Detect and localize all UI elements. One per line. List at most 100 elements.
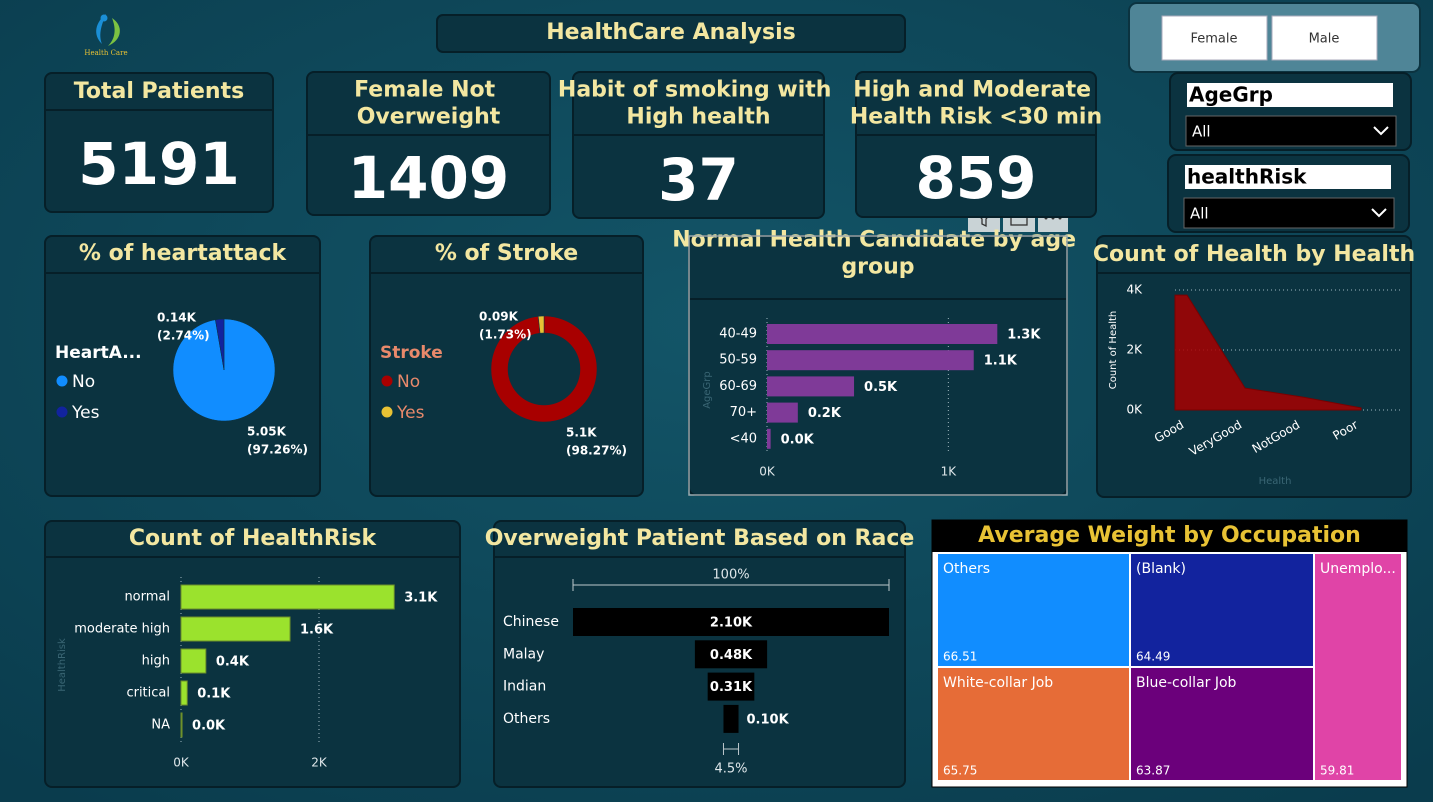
- bar: [767, 428, 771, 449]
- treemap-tile: [938, 668, 1129, 780]
- slicer-dropdown[interactable]: [1183, 197, 1395, 229]
- legend-label: No: [72, 372, 95, 392]
- bar: [180, 712, 183, 738]
- legend-label: Yes: [396, 403, 425, 423]
- treemap-tile: [1131, 554, 1313, 666]
- y-tick-label: critical: [126, 686, 170, 701]
- legend-title: HeartA...: [55, 343, 142, 363]
- slicer-title-box: [1185, 165, 1391, 189]
- card-title: High and Moderate Health Risk <30 min: [850, 78, 1102, 130]
- percent-label: (97.26%): [247, 443, 308, 457]
- dashboard-title: HealthCare Analysis: [546, 20, 795, 45]
- card-title: Normal Health Candidate by age group: [672, 228, 1083, 280]
- bar: [767, 402, 798, 423]
- slicer-dropdown[interactable]: [1185, 115, 1397, 147]
- funnel-top-bracket: [572, 579, 890, 591]
- x-tick-label: 0K: [759, 465, 776, 479]
- bar: [767, 376, 855, 397]
- gender-button-label[interactable]: Female: [1190, 32, 1237, 47]
- data-label: 1.1K: [984, 354, 1018, 369]
- dropdown-chevron: [1371, 208, 1387, 218]
- funnel-bar: [707, 672, 755, 701]
- kpi-value: 37: [658, 146, 739, 214]
- legend-marker: [56, 375, 68, 387]
- funnel-bar: [573, 608, 889, 636]
- slice: [490, 315, 598, 423]
- data-label: 1.3K: [1007, 328, 1041, 343]
- tile-label: White-collar Job: [943, 675, 1053, 691]
- funnel-bottom-percent: 4.5%: [714, 762, 747, 777]
- gender-button[interactable]: [1271, 15, 1378, 61]
- area: [1174, 294, 1362, 411]
- gender-button[interactable]: [1161, 15, 1268, 61]
- data-label: 2.10K: [710, 616, 753, 631]
- treemap-tile: [938, 554, 1129, 666]
- kpi-value: 1409: [348, 144, 509, 212]
- card: [1096, 235, 1412, 498]
- treemap-tile: [1131, 668, 1313, 780]
- legend-marker: [381, 406, 393, 418]
- category-label: Malay: [503, 646, 544, 662]
- data-label: 0.14K: [157, 311, 197, 325]
- slicer-title: healthRisk: [1187, 165, 1307, 189]
- x-tick-label: 1K: [941, 465, 958, 479]
- x-axis-label: Health: [1259, 476, 1292, 487]
- funnel-bar: [694, 640, 768, 669]
- slicer-title: AgeGrp: [1189, 83, 1273, 107]
- gender-button-label[interactable]: Male: [1309, 32, 1340, 47]
- logo: Health Care: [84, 14, 128, 57]
- y-axis-label: Count of Health: [1108, 311, 1119, 390]
- bar: [767, 324, 998, 344]
- data-label: 1.6K: [300, 623, 334, 638]
- data-label: 5.1K: [566, 426, 597, 440]
- category-label: Chinese: [503, 614, 559, 630]
- card: [44, 520, 461, 788]
- card-title: % of heartattack: [79, 241, 288, 266]
- data-label: 0.0K: [781, 432, 815, 447]
- kpi-value: 859: [915, 144, 1036, 212]
- slicer-value[interactable]: All: [1190, 205, 1209, 223]
- card: [855, 71, 1097, 218]
- bar: [180, 648, 207, 674]
- legend-label: No: [397, 372, 420, 392]
- data-label: 0.2K: [808, 406, 842, 421]
- data-label: 0.10K: [747, 712, 790, 727]
- data-label: 0.09K: [479, 310, 519, 324]
- y-axis-label: HealthRisk: [57, 638, 68, 692]
- dropdown-chevron: [1373, 126, 1389, 136]
- card-title: Female Not Overweight: [354, 78, 503, 130]
- bar: [767, 350, 974, 371]
- title-box: [436, 14, 906, 53]
- data-label: 0.1K: [197, 687, 231, 702]
- slicer-value[interactable]: All: [1192, 123, 1211, 141]
- x-tick-label: 2K: [311, 756, 328, 770]
- y-tick-label: 40-49: [719, 327, 757, 342]
- logo-text: Health Care: [84, 49, 127, 57]
- y-tick-label: moderate high: [74, 622, 170, 637]
- bar: [180, 680, 188, 706]
- tile-label: Unemplo...: [1320, 561, 1396, 577]
- y-tick-label: <40: [730, 431, 757, 446]
- percent-label: (98.27%): [566, 444, 627, 458]
- tile-value: 64.49: [1136, 650, 1170, 664]
- tile-label: Blue-collar Job: [1136, 675, 1237, 691]
- tile-label: Others: [943, 561, 990, 577]
- bar: [180, 584, 395, 610]
- slicer-title-box: [1187, 83, 1393, 107]
- bar: [180, 616, 291, 642]
- card-title: Total Patients: [74, 79, 244, 104]
- data-label: 0.0K: [192, 719, 226, 734]
- x-tick-label: 0K: [173, 756, 190, 770]
- slice: [537, 315, 545, 334]
- card: [306, 71, 551, 216]
- tile-value: 59.81: [1320, 764, 1354, 778]
- card: [44, 72, 274, 213]
- y-tick-label: normal: [124, 590, 170, 605]
- kpi-value: 5191: [78, 130, 239, 198]
- tile-value: 66.51: [943, 650, 977, 664]
- card-title: Overweight Patient Based on Race: [485, 526, 915, 551]
- y-tick-label: 60-69: [719, 379, 757, 394]
- y-tick-label: 4K: [1126, 283, 1143, 297]
- y-tick-label: 70+: [730, 405, 757, 420]
